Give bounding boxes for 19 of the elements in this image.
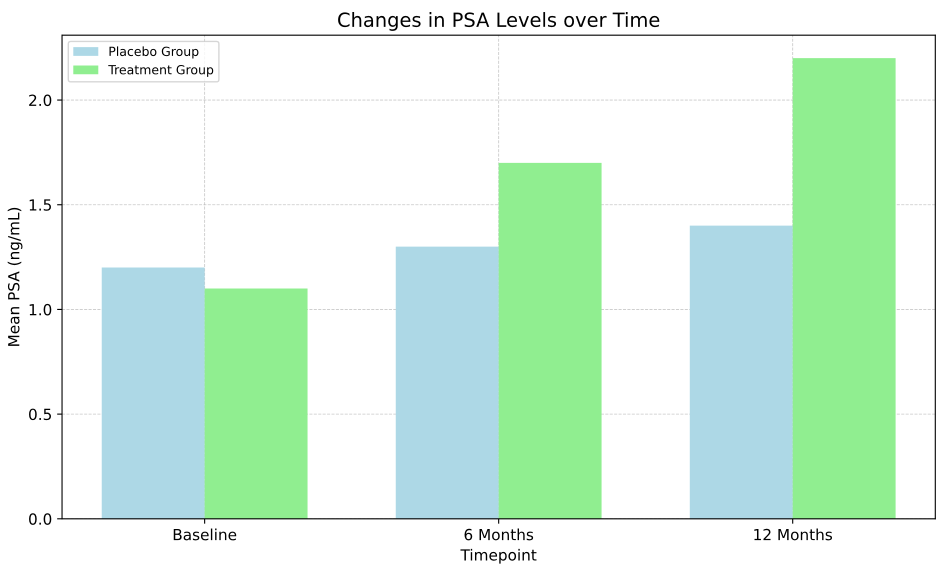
y-tick-label: 2.0 <box>29 94 52 106</box>
y-tick-label: 1.5 <box>30 199 51 211</box>
x-tick-label: Baseline <box>174 528 236 540</box>
legend-label: Placebo Group <box>110 46 198 58</box>
y-tick-label: 0.0 <box>29 513 52 525</box>
x-tick-label: 12 Months <box>754 528 832 540</box>
y-tick-label: 1.0 <box>30 304 52 316</box>
bar <box>498 162 602 519</box>
bar <box>204 288 308 519</box>
x-axis-title: Timepoint <box>460 548 536 564</box>
bar <box>792 58 896 519</box>
bar <box>690 226 793 519</box>
chart-title: Changes in PSA Levels over Time <box>338 12 660 31</box>
bar <box>102 268 205 519</box>
y-axis-title: Mean PSA (ng/mL) <box>8 208 22 346</box>
legend-label: Treatment Group <box>108 64 214 77</box>
y-tick-label: 0.5 <box>29 408 51 420</box>
x-tick-label: 6 Months <box>464 528 534 540</box>
bar <box>396 246 499 519</box>
